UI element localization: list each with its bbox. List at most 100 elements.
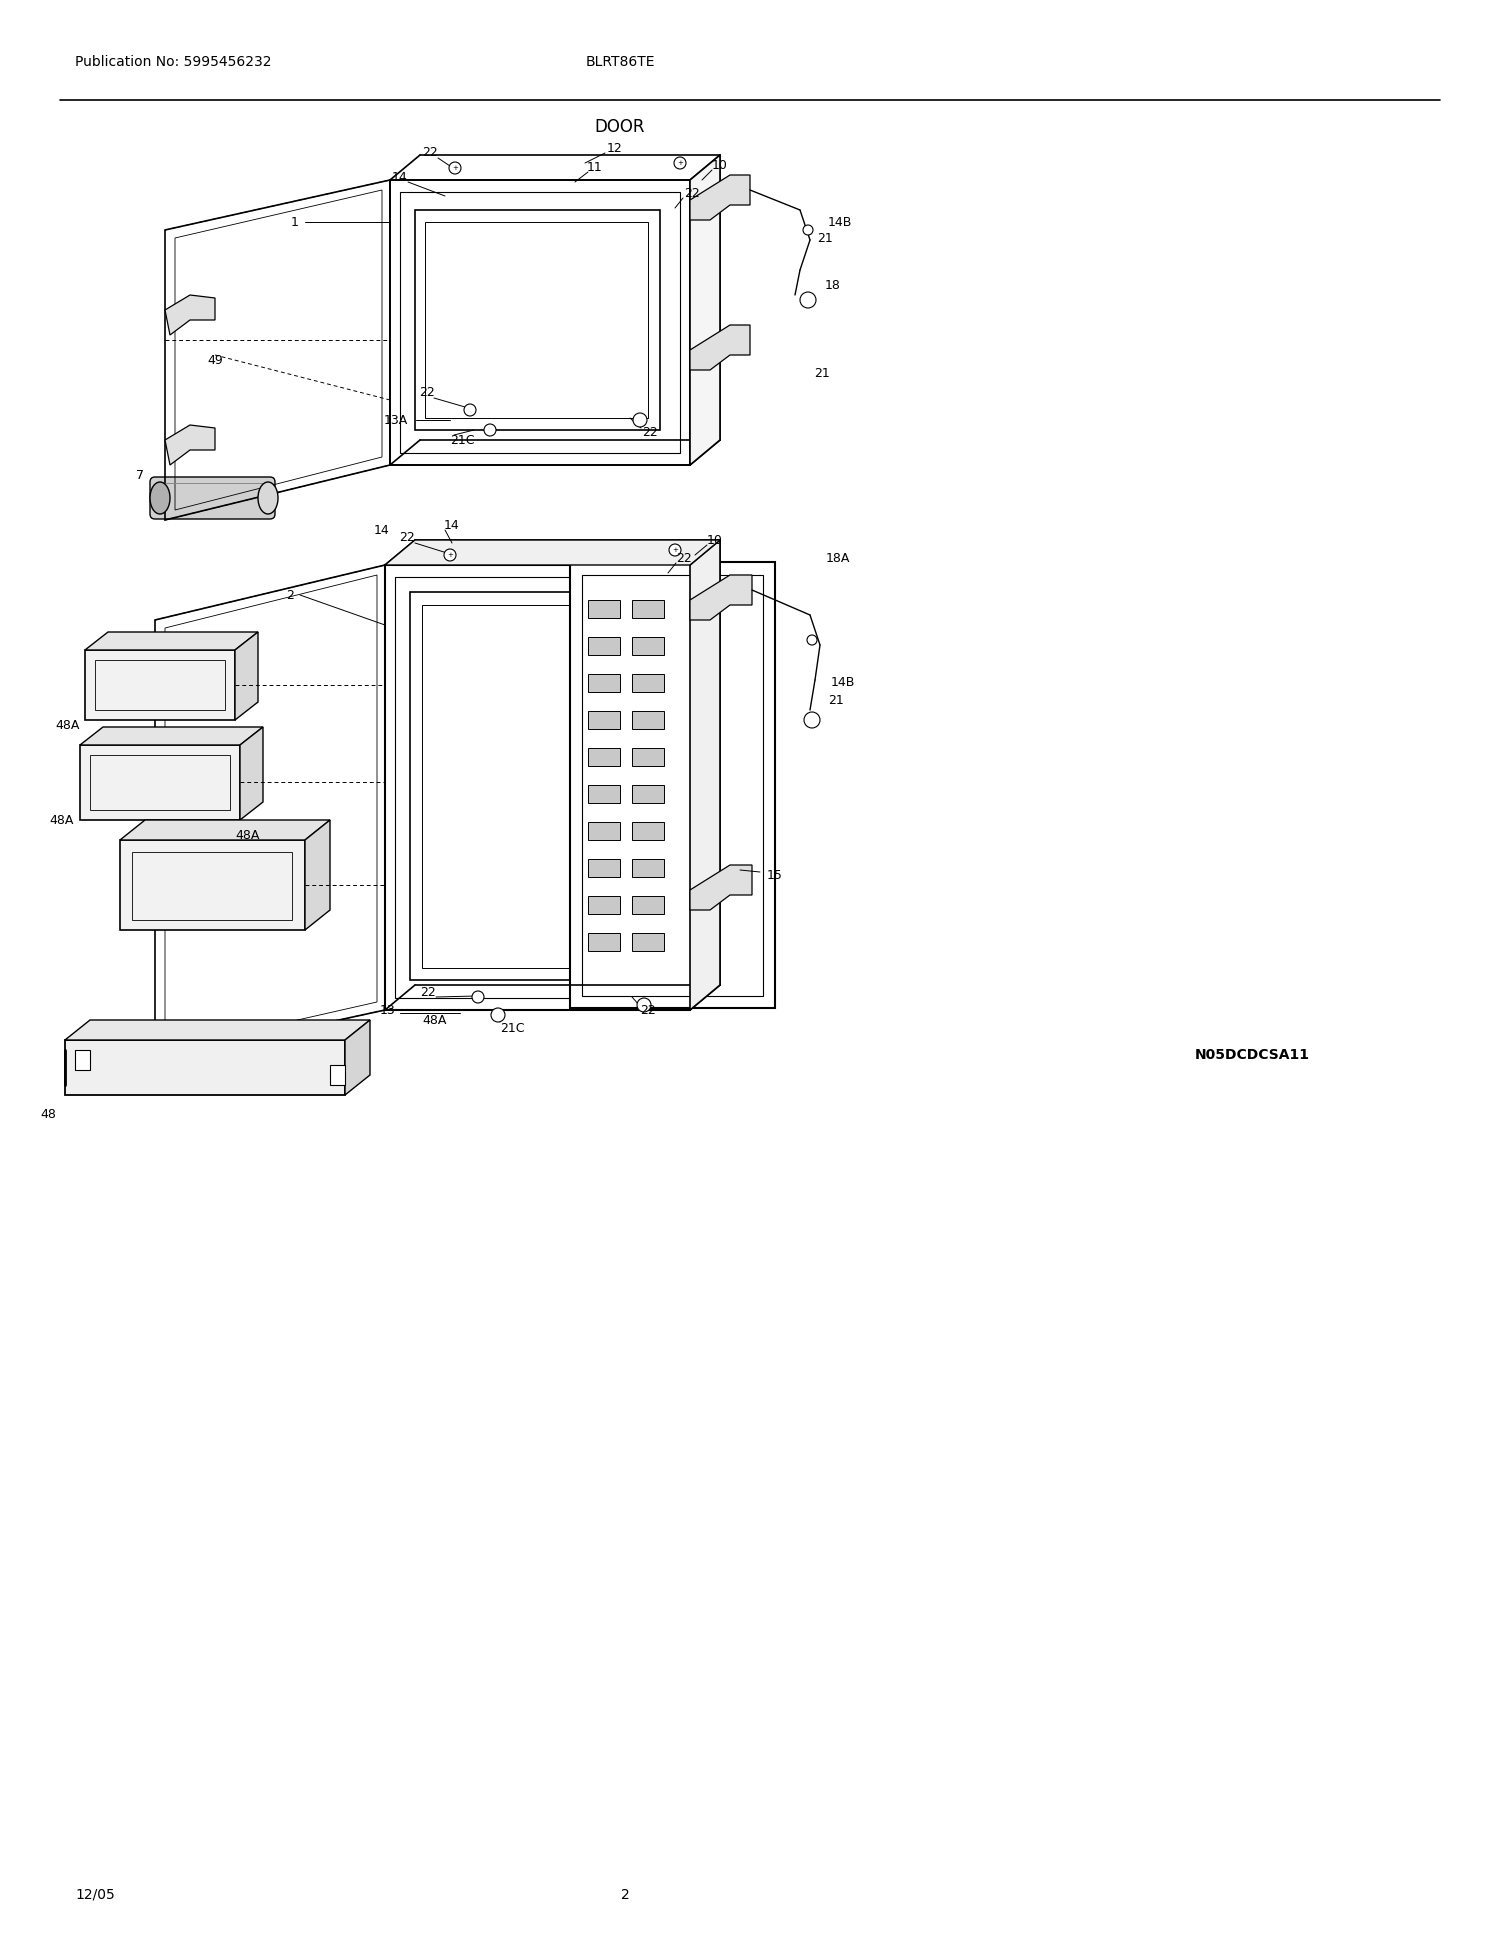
Bar (75, 1051, 90, 1070)
Polygon shape (304, 820, 330, 930)
Text: 10: 10 (712, 159, 728, 171)
Text: 18A: 18A (827, 552, 850, 565)
Bar (588, 600, 620, 618)
Text: 22: 22 (642, 425, 658, 439)
Bar (588, 932, 620, 952)
Bar (588, 821, 620, 841)
Text: 22: 22 (684, 186, 700, 200)
Polygon shape (390, 181, 690, 464)
Text: 12/05: 12/05 (75, 1888, 114, 1901)
Bar (632, 600, 664, 618)
Text: 14B: 14B (828, 216, 852, 229)
Bar (588, 748, 620, 765)
Text: +: + (447, 552, 453, 557)
Bar (94, 660, 225, 711)
Circle shape (638, 998, 651, 1012)
Text: 48A: 48A (50, 814, 74, 827)
Polygon shape (410, 592, 660, 981)
Polygon shape (236, 631, 258, 720)
Text: 48A: 48A (423, 1014, 447, 1027)
Text: 11: 11 (586, 161, 603, 173)
Text: 14: 14 (374, 524, 390, 536)
Circle shape (807, 635, 818, 645)
Text: 22: 22 (676, 552, 692, 565)
Bar (588, 895, 620, 915)
Polygon shape (120, 820, 330, 841)
Text: 22: 22 (422, 146, 438, 159)
Polygon shape (345, 1020, 370, 1095)
Polygon shape (386, 565, 690, 1010)
Polygon shape (80, 746, 240, 820)
Polygon shape (690, 540, 720, 1010)
Polygon shape (690, 575, 752, 619)
Polygon shape (86, 631, 258, 651)
Polygon shape (154, 635, 206, 676)
Text: +: + (452, 165, 458, 171)
Polygon shape (690, 155, 720, 464)
Polygon shape (165, 425, 214, 464)
Text: 1: 1 (291, 216, 298, 229)
Polygon shape (120, 841, 304, 930)
Bar (588, 711, 620, 728)
Circle shape (464, 404, 476, 416)
Bar (330, 1064, 345, 1086)
Ellipse shape (258, 482, 278, 515)
Polygon shape (64, 1020, 370, 1041)
Text: 22: 22 (419, 386, 435, 398)
Bar (588, 674, 620, 691)
FancyBboxPatch shape (150, 478, 274, 519)
Polygon shape (240, 726, 262, 820)
Circle shape (669, 544, 681, 555)
Text: 21: 21 (815, 367, 830, 379)
Circle shape (490, 1008, 506, 1021)
Text: 13: 13 (380, 1004, 396, 1016)
Circle shape (633, 414, 646, 427)
Bar (588, 637, 620, 654)
Text: 13A: 13A (384, 414, 408, 427)
Polygon shape (86, 651, 236, 720)
Polygon shape (690, 175, 750, 219)
Ellipse shape (150, 482, 170, 515)
Polygon shape (690, 864, 752, 911)
Text: 48A: 48A (56, 719, 80, 732)
Polygon shape (154, 886, 206, 924)
Circle shape (448, 161, 460, 175)
Text: 49: 49 (207, 353, 224, 367)
Circle shape (802, 225, 813, 235)
Text: +: + (676, 159, 682, 165)
Text: Publication No: 5995456232: Publication No: 5995456232 (75, 54, 272, 70)
Bar (632, 932, 664, 952)
Circle shape (472, 990, 484, 1002)
Bar (632, 821, 664, 841)
Text: 48A: 48A (236, 829, 260, 841)
Polygon shape (570, 561, 776, 1008)
Text: 14: 14 (392, 171, 408, 183)
Text: 22: 22 (640, 1004, 656, 1016)
Bar (632, 637, 664, 654)
Text: 21C: 21C (500, 1021, 525, 1035)
Bar (132, 853, 292, 921)
Bar (90, 755, 230, 810)
Text: 7: 7 (136, 468, 144, 482)
Bar (632, 858, 664, 878)
Circle shape (800, 291, 816, 309)
Bar (632, 711, 664, 728)
Bar (632, 785, 664, 802)
Bar (632, 674, 664, 691)
Text: DOOR: DOOR (594, 118, 645, 136)
Text: 22: 22 (399, 530, 416, 544)
Text: 18: 18 (825, 278, 842, 291)
Circle shape (674, 157, 686, 169)
Circle shape (444, 550, 456, 561)
Bar (588, 785, 620, 802)
Bar (588, 858, 620, 878)
Bar (632, 895, 664, 915)
Text: 15: 15 (766, 868, 783, 882)
Text: 10: 10 (706, 534, 723, 546)
Bar (632, 748, 664, 765)
Text: 22: 22 (420, 985, 436, 998)
Text: 21: 21 (818, 231, 833, 245)
Text: +: + (672, 548, 678, 553)
Circle shape (804, 713, 820, 728)
Polygon shape (64, 1041, 345, 1095)
